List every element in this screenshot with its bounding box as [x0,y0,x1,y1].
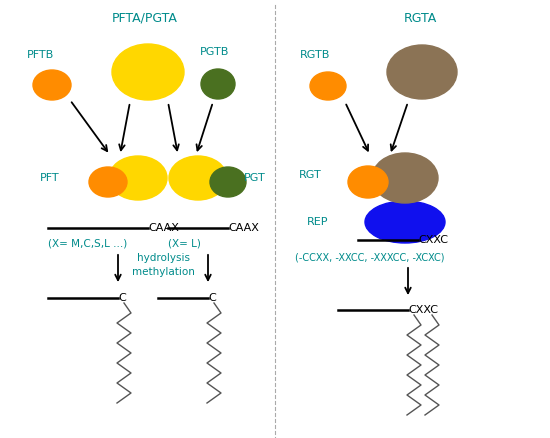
Ellipse shape [112,44,184,100]
Ellipse shape [33,70,71,100]
Text: RGTB: RGTB [300,50,330,60]
Ellipse shape [387,45,457,99]
Text: PFTA/PGTA: PFTA/PGTA [112,11,178,25]
Text: (X= M,C,S,L ...): (X= M,C,S,L ...) [48,239,127,249]
Ellipse shape [310,72,346,100]
Ellipse shape [169,156,227,200]
Text: (-CCXX, -XXCC, -XXXCC, -XCXC): (-CCXX, -XXCC, -XXXCC, -XCXC) [295,252,444,262]
Ellipse shape [365,201,445,243]
Text: PGT: PGT [244,173,266,183]
Ellipse shape [109,156,167,200]
Text: REP: REP [307,217,329,227]
Text: PFTB: PFTB [26,50,54,60]
Text: CXXC: CXXC [408,305,438,315]
Ellipse shape [201,69,235,99]
Text: hydrolysis
methylation: hydrolysis methylation [131,254,195,277]
Text: C: C [208,293,216,303]
Ellipse shape [89,167,127,197]
Text: PFT: PFT [40,173,60,183]
Text: RGTA: RGTA [403,11,437,25]
Ellipse shape [348,166,388,198]
Text: PGTB: PGTB [200,47,230,57]
Text: CXXC: CXXC [418,235,448,245]
Ellipse shape [372,153,438,203]
Text: CAAX: CAAX [228,223,259,233]
Ellipse shape [210,167,246,197]
Text: (X= L): (X= L) [168,239,201,249]
Text: RGT: RGT [299,170,321,180]
Text: C: C [118,293,126,303]
Text: CAAX: CAAX [148,223,179,233]
